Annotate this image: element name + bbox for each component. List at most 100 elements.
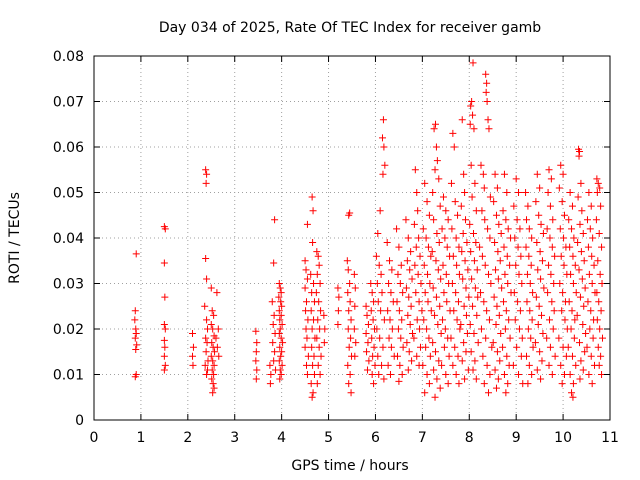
data-point	[316, 371, 324, 378]
data-point	[472, 239, 480, 247]
data-point	[538, 257, 546, 265]
data-point	[538, 357, 546, 365]
data-point	[598, 371, 606, 378]
data-point	[440, 289, 448, 297]
data-point	[343, 257, 351, 265]
data-point	[394, 325, 402, 333]
data-point	[528, 371, 536, 378]
data-point	[419, 225, 427, 233]
data-point	[347, 334, 355, 342]
data-point	[546, 234, 554, 242]
data-point	[202, 348, 210, 356]
data-point	[543, 334, 551, 342]
data-point	[442, 371, 450, 378]
data-point	[468, 193, 476, 201]
data-point	[537, 220, 545, 228]
data-point	[315, 261, 323, 269]
data-point	[565, 216, 573, 224]
data-point	[559, 289, 567, 297]
data-point	[438, 225, 446, 233]
data-point	[546, 343, 554, 351]
data-point	[558, 198, 566, 206]
data-point	[502, 389, 510, 397]
data-point	[482, 88, 490, 96]
data-point	[444, 380, 452, 388]
data-point	[593, 189, 601, 196]
data-point	[160, 259, 168, 267]
data-point	[573, 311, 581, 319]
data-point	[575, 266, 583, 274]
data-point	[496, 357, 504, 365]
data-point	[515, 325, 523, 333]
data-point	[435, 175, 443, 183]
data-point	[581, 284, 589, 292]
data-point	[539, 229, 547, 237]
data-point	[203, 371, 211, 378]
data-point	[535, 211, 543, 219]
data-point	[308, 393, 316, 401]
data-point	[578, 275, 586, 283]
data-point	[488, 343, 496, 351]
data-point	[467, 161, 475, 169]
data-point	[429, 339, 437, 347]
data-point	[278, 361, 286, 369]
data-point	[501, 270, 509, 278]
data-point	[555, 334, 563, 342]
data-point	[537, 375, 545, 383]
data-point	[577, 248, 585, 256]
data-point	[536, 184, 544, 192]
data-point	[472, 375, 480, 383]
y-tick-label: 0.02	[53, 322, 84, 338]
data-point	[410, 220, 418, 228]
data-point	[461, 375, 469, 383]
data-point	[133, 341, 141, 349]
data-point	[499, 207, 507, 215]
data-point	[268, 298, 276, 306]
data-point	[430, 366, 438, 374]
data-point	[493, 348, 501, 356]
data-point	[570, 234, 578, 242]
x-tick-label: 6	[371, 430, 380, 446]
data-point	[442, 270, 450, 278]
data-point	[581, 348, 589, 356]
data-point	[597, 202, 605, 210]
data-point	[367, 307, 375, 315]
data-point	[570, 334, 578, 342]
data-point	[596, 325, 604, 333]
data-point	[439, 316, 447, 324]
data-point	[510, 289, 518, 297]
data-point	[131, 373, 139, 381]
data-point	[467, 248, 475, 256]
data-point	[189, 361, 197, 369]
data-point	[132, 345, 140, 353]
data-point	[364, 320, 372, 328]
data-point	[202, 166, 210, 174]
data-point	[501, 325, 509, 333]
data-point	[453, 316, 461, 324]
data-point	[314, 316, 322, 324]
data-point	[550, 307, 558, 315]
data-point	[588, 280, 596, 287]
data-point	[161, 225, 169, 233]
data-point	[597, 352, 605, 360]
data-point	[460, 339, 468, 347]
data-point	[480, 298, 488, 306]
data-point	[423, 371, 431, 378]
data-point	[483, 98, 491, 105]
data-point	[585, 371, 593, 378]
data-point	[441, 325, 449, 333]
data-point	[310, 352, 318, 360]
data-point	[524, 202, 532, 210]
data-point	[515, 189, 523, 196]
data-point	[402, 284, 410, 292]
data-point	[362, 302, 370, 310]
data-point	[485, 316, 493, 324]
data-point	[471, 357, 479, 365]
data-point	[210, 361, 218, 369]
data-point	[407, 248, 415, 256]
data-point	[385, 280, 393, 287]
y-tick-label: 0.08	[53, 49, 84, 65]
data-point	[399, 289, 407, 297]
data-point	[471, 284, 479, 292]
data-point	[309, 389, 317, 397]
